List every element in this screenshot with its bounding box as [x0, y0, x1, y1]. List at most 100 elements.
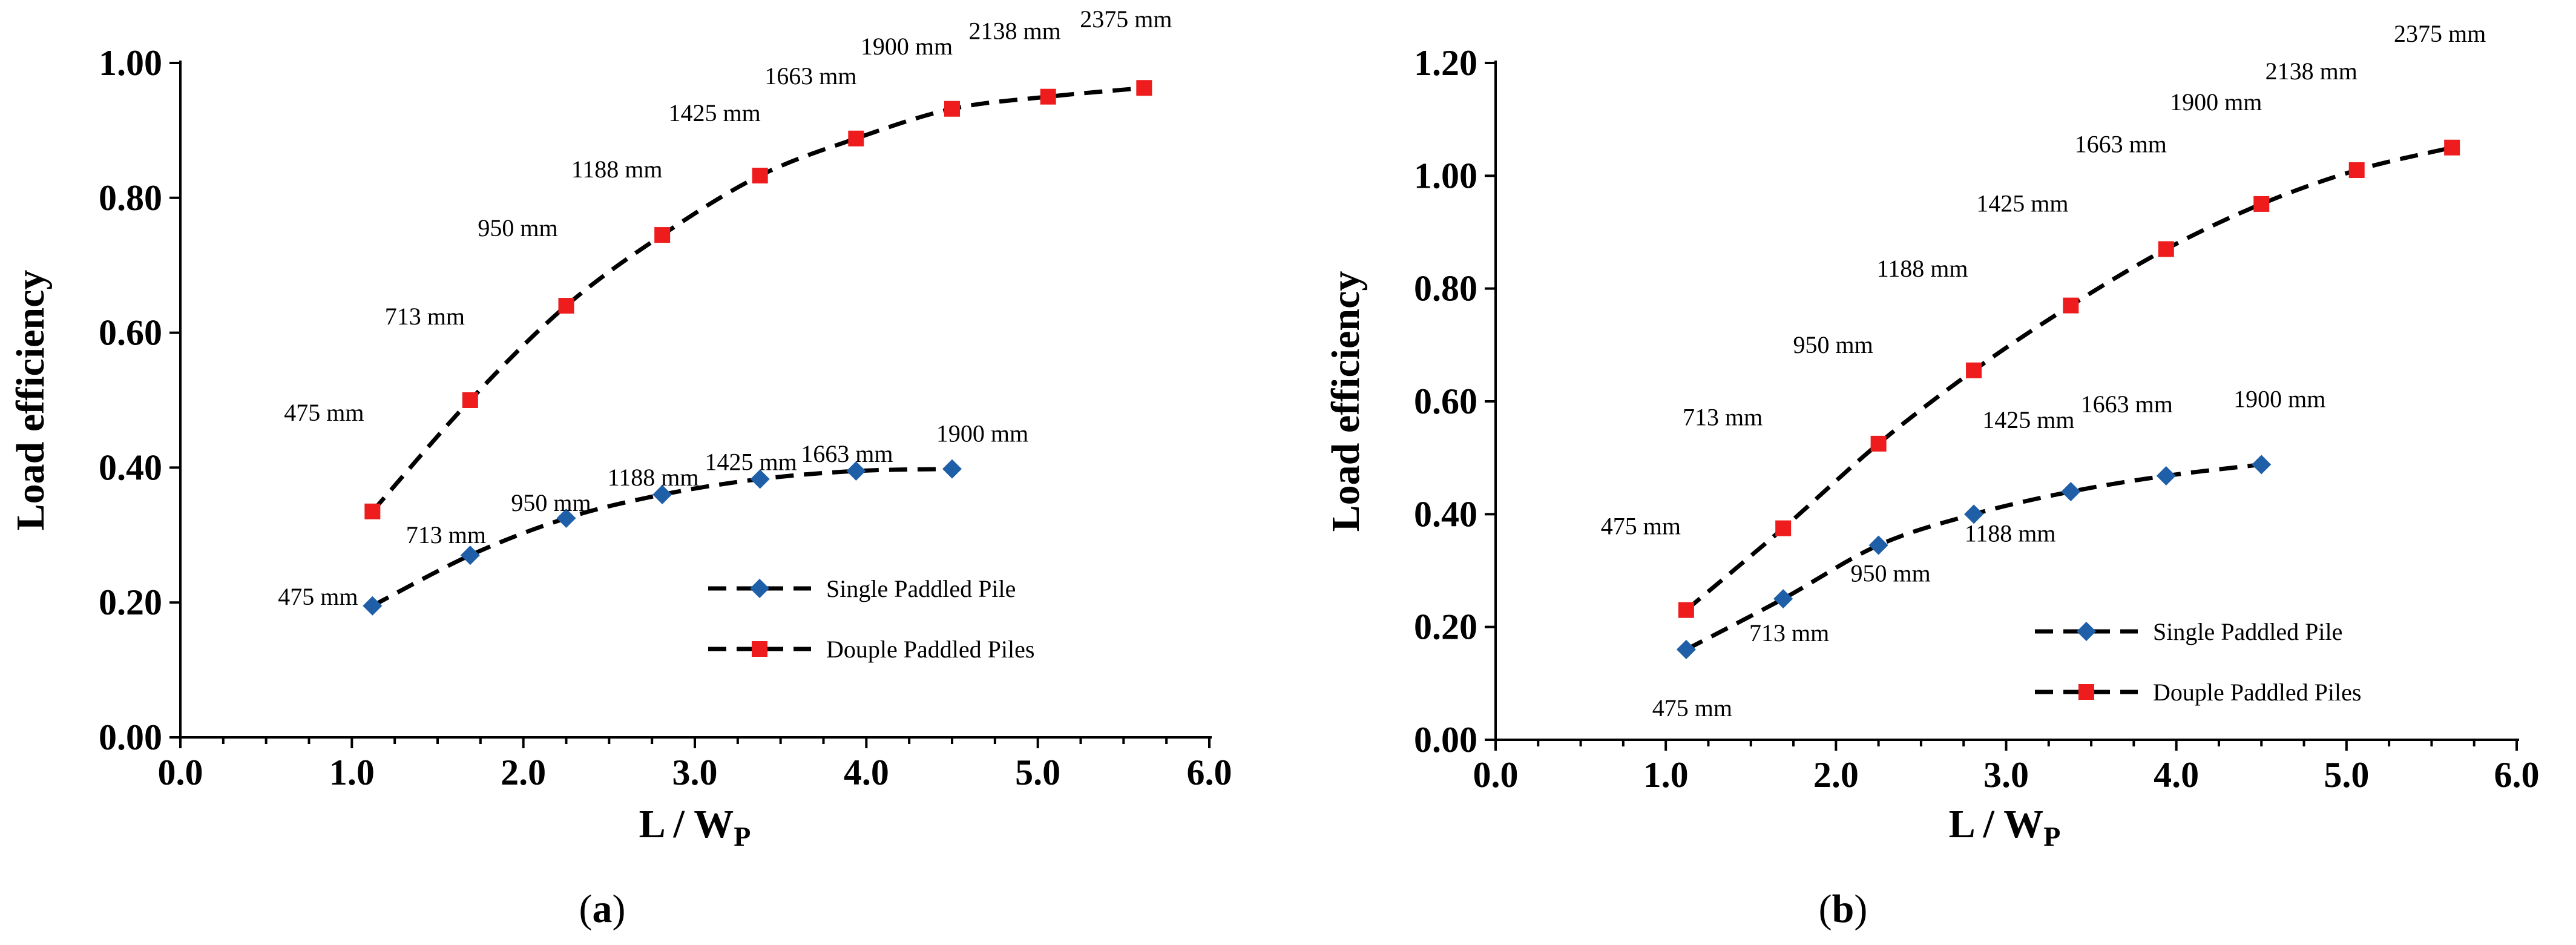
data-point-double — [1966, 362, 1982, 378]
legend-label: Single Paddled Pile — [826, 575, 1016, 602]
data-point-single — [460, 545, 480, 565]
data-point-single — [363, 596, 383, 616]
panel-caption: (a) — [579, 887, 626, 931]
y-tick-label: 0.00 — [1414, 720, 1477, 760]
data-point-single — [750, 469, 770, 489]
data-label: 475 mm — [284, 399, 364, 426]
data-label: 1188 mm — [1877, 255, 1968, 282]
data-label: 475 mm — [1601, 513, 1681, 540]
x-tick-label: 3.0 — [1983, 755, 2029, 795]
x-tick-label: 4.0 — [844, 752, 889, 792]
data-point-double — [558, 298, 574, 314]
data-point-double — [944, 100, 960, 117]
data-label: 2138 mm — [2266, 58, 2358, 85]
data-label: 1900 mm — [2170, 88, 2262, 116]
data-label: 2138 mm — [969, 18, 1061, 45]
data-point-double — [2253, 196, 2270, 212]
data-point-single — [1773, 589, 1793, 609]
data-point-double — [848, 130, 864, 147]
y-tick-label: 0.80 — [99, 178, 162, 218]
x-tick-label: 5.0 — [1015, 752, 1060, 792]
x-tick-label: 6.0 — [2494, 755, 2540, 795]
data-label: 950 mm — [1851, 560, 1931, 587]
data-point-double — [752, 168, 768, 184]
legend-label: Douple Paddled Piles — [826, 636, 1034, 663]
data-point-single — [1868, 535, 1888, 555]
data-point-double — [2158, 241, 2174, 257]
data-point-single — [2061, 482, 2081, 502]
data-label: 2375 mm — [1080, 5, 1172, 33]
data-label: 950 mm — [1793, 331, 1873, 358]
data-label: 1900 mm — [861, 33, 953, 60]
y-axis-title: Load efficiency — [8, 270, 53, 531]
x-tick-label: 2.0 — [1813, 755, 1859, 795]
data-label: 950 mm — [511, 489, 591, 516]
series-line-double — [370, 85, 1145, 513]
data-point-double — [1870, 435, 1887, 452]
data-point-single — [2252, 455, 2272, 475]
data-label: 713 mm — [406, 521, 486, 548]
data-point-single — [1964, 504, 1984, 524]
y-tick-label: 0.40 — [1414, 494, 1477, 534]
y-axis-title: Load efficiency — [1324, 271, 1368, 532]
data-label: 713 mm — [1749, 619, 1829, 647]
data-label: 2375 mm — [2394, 20, 2486, 47]
data-point-double — [364, 503, 381, 519]
data-point-single — [2156, 466, 2176, 486]
data-point-single — [1676, 639, 1696, 659]
data-label: 1188 mm — [1965, 519, 2056, 547]
legend-marker — [750, 579, 769, 598]
chart-panel-a: 0.00 0.20 0.40 0.60 0.80 1.00 0.0 1.0 2.0 3.0 4.0 5… — [8, 5, 1232, 931]
legend-label: Douple Paddled Piles — [2153, 679, 2361, 706]
data-label: 713 mm — [385, 303, 465, 330]
x-tick-label: 2.0 — [501, 752, 546, 792]
x-axis-title: L / WP — [1949, 802, 2061, 852]
x-tick-label: 0.0 — [1473, 755, 1519, 795]
panel-caption: (b) — [1819, 887, 1868, 931]
series-line-double — [1684, 145, 2453, 612]
y-tick-label: 1.00 — [99, 43, 162, 83]
data-point-double — [654, 227, 671, 243]
y-tick-label: 0.20 — [1414, 607, 1477, 647]
y-tick-label: 0.60 — [1414, 381, 1477, 421]
y-tick-label: 0.60 — [99, 313, 162, 353]
legend-marker — [752, 641, 767, 657]
chart-panel-b: 0.00 0.20 0.40 0.60 0.80 1.00 1.20 0.0 1.0 2.0 3.0… — [1324, 20, 2540, 931]
x-tick-label: 3.0 — [672, 752, 718, 792]
x-axis-title: L / WP — [639, 802, 751, 852]
x-tick-label: 4.0 — [2154, 755, 2199, 795]
data-label: 1663 mm — [2081, 390, 2173, 418]
data-point-single — [846, 461, 866, 481]
y-tick-label: 1.00 — [1414, 156, 1477, 196]
data-point-double — [2063, 297, 2079, 314]
data-label: 950 mm — [478, 214, 557, 242]
y-tick-label: 1.20 — [1414, 43, 1477, 83]
data-point-double — [1678, 602, 1694, 618]
data-label: 1663 mm — [2075, 130, 2167, 157]
data-point-single — [556, 508, 576, 528]
data-point-double — [1136, 80, 1152, 96]
data-label: 1425 mm — [705, 448, 797, 475]
y-tick-label: 0.00 — [99, 717, 162, 757]
data-point-double — [2348, 162, 2365, 179]
data-point-double — [1040, 88, 1056, 105]
data-label: 1425 mm — [669, 99, 761, 127]
data-label: 1663 mm — [801, 440, 893, 467]
data-label: 713 mm — [1683, 404, 1763, 431]
y-tick-label: 0.80 — [1414, 269, 1477, 309]
y-tick-label: 0.20 — [99, 582, 162, 622]
data-point-single — [942, 459, 962, 479]
data-label: 1425 mm — [1976, 190, 2068, 217]
x-tick-label: 1.0 — [1643, 755, 1689, 795]
x-tick-label: 0.0 — [158, 752, 203, 792]
x-tick-label: 1.0 — [329, 752, 375, 792]
y-tick-label: 0.40 — [99, 447, 162, 487]
data-label: 1663 mm — [764, 62, 856, 90]
data-label: 1425 mm — [1982, 406, 2074, 433]
legend-marker — [2078, 684, 2094, 700]
data-label: 1188 mm — [608, 464, 699, 491]
data-point-double — [1775, 520, 1792, 536]
data-label: 475 mm — [278, 583, 358, 610]
data-label: 1188 mm — [571, 156, 663, 183]
